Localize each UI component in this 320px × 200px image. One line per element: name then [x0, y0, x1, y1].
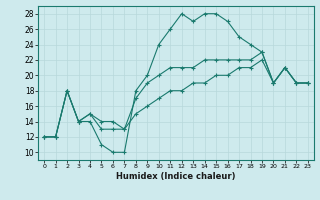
X-axis label: Humidex (Indice chaleur): Humidex (Indice chaleur) — [116, 172, 236, 181]
